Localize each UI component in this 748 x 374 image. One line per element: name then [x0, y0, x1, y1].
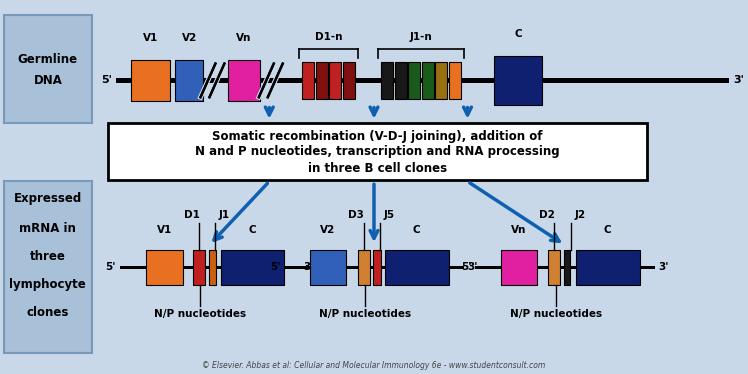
Bar	[131, 60, 170, 101]
Text: J5: J5	[384, 210, 394, 220]
Text: D1: D1	[183, 210, 200, 220]
Text: in three B cell clones: in three B cell clones	[308, 162, 447, 175]
Bar	[373, 250, 381, 285]
Text: C: C	[248, 225, 256, 235]
Text: 5': 5'	[105, 263, 116, 272]
Bar	[316, 62, 328, 99]
Text: C: C	[413, 225, 420, 235]
Text: clones: clones	[27, 306, 69, 319]
Bar	[228, 60, 260, 101]
Text: 3': 3'	[303, 263, 313, 272]
Text: V2: V2	[182, 33, 197, 43]
Text: N/P nucleotides: N/P nucleotides	[319, 310, 411, 319]
Text: lymphocyte: lymphocyte	[10, 278, 86, 291]
Text: D3: D3	[348, 210, 364, 220]
Text: © Elsevier. Abbas et al: Cellular and Molecular Immunology 6e - www.studentconsu: © Elsevier. Abbas et al: Cellular and Mo…	[203, 361, 545, 370]
Bar	[329, 62, 341, 99]
Text: J2: J2	[574, 210, 585, 220]
Text: C: C	[515, 29, 522, 39]
Text: N and P nucleotides, transcription and RNA processing: N and P nucleotides, transcription and R…	[195, 145, 560, 158]
Bar	[209, 250, 216, 285]
Bar	[146, 250, 183, 285]
Text: Vn: Vn	[236, 33, 251, 43]
Text: D2: D2	[539, 210, 555, 220]
Bar	[116, 78, 729, 83]
Bar	[422, 62, 434, 99]
Bar	[284, 266, 464, 269]
Text: V1: V1	[143, 33, 158, 43]
Bar	[310, 250, 346, 285]
Text: V2: V2	[320, 225, 335, 235]
Text: C: C	[604, 225, 611, 235]
Bar	[120, 266, 299, 269]
Text: 3': 3'	[733, 76, 744, 85]
Bar	[358, 250, 370, 285]
Bar	[501, 250, 537, 285]
Text: 3': 3'	[658, 263, 669, 272]
Text: V1: V1	[157, 225, 172, 235]
Text: 5': 5'	[270, 263, 280, 272]
Bar	[576, 250, 640, 285]
Text: Expressed: Expressed	[13, 192, 82, 205]
Text: 5': 5'	[101, 76, 112, 85]
Bar	[108, 123, 647, 180]
Text: Germline: Germline	[18, 53, 78, 66]
Bar	[302, 62, 314, 99]
Bar	[221, 250, 284, 285]
Text: D1-n: D1-n	[315, 32, 342, 42]
Text: mRNA in: mRNA in	[19, 222, 76, 234]
Bar	[4, 15, 92, 123]
Text: J1-n: J1-n	[410, 32, 432, 42]
Bar	[4, 181, 92, 353]
Bar	[343, 62, 355, 99]
Bar	[193, 250, 205, 285]
Text: N/P nucleotides: N/P nucleotides	[509, 310, 602, 319]
Bar	[175, 60, 203, 101]
Text: 5': 5'	[461, 263, 471, 272]
Bar	[385, 250, 449, 285]
Text: three: three	[30, 250, 66, 263]
Text: N/P nucleotides: N/P nucleotides	[154, 310, 247, 319]
Bar	[381, 62, 393, 99]
Text: DNA: DNA	[34, 74, 62, 87]
Bar	[494, 56, 542, 105]
Bar	[395, 62, 407, 99]
Text: 3': 3'	[468, 263, 478, 272]
Text: Vn: Vn	[511, 225, 526, 235]
Bar	[435, 62, 447, 99]
Bar	[548, 250, 560, 285]
Bar	[475, 266, 654, 269]
Bar	[564, 250, 570, 285]
Bar	[449, 62, 461, 99]
Text: Somatic recombination (V-D-J joining), addition of: Somatic recombination (V-D-J joining), a…	[212, 130, 543, 143]
Text: J1: J1	[219, 210, 230, 220]
Bar	[408, 62, 420, 99]
